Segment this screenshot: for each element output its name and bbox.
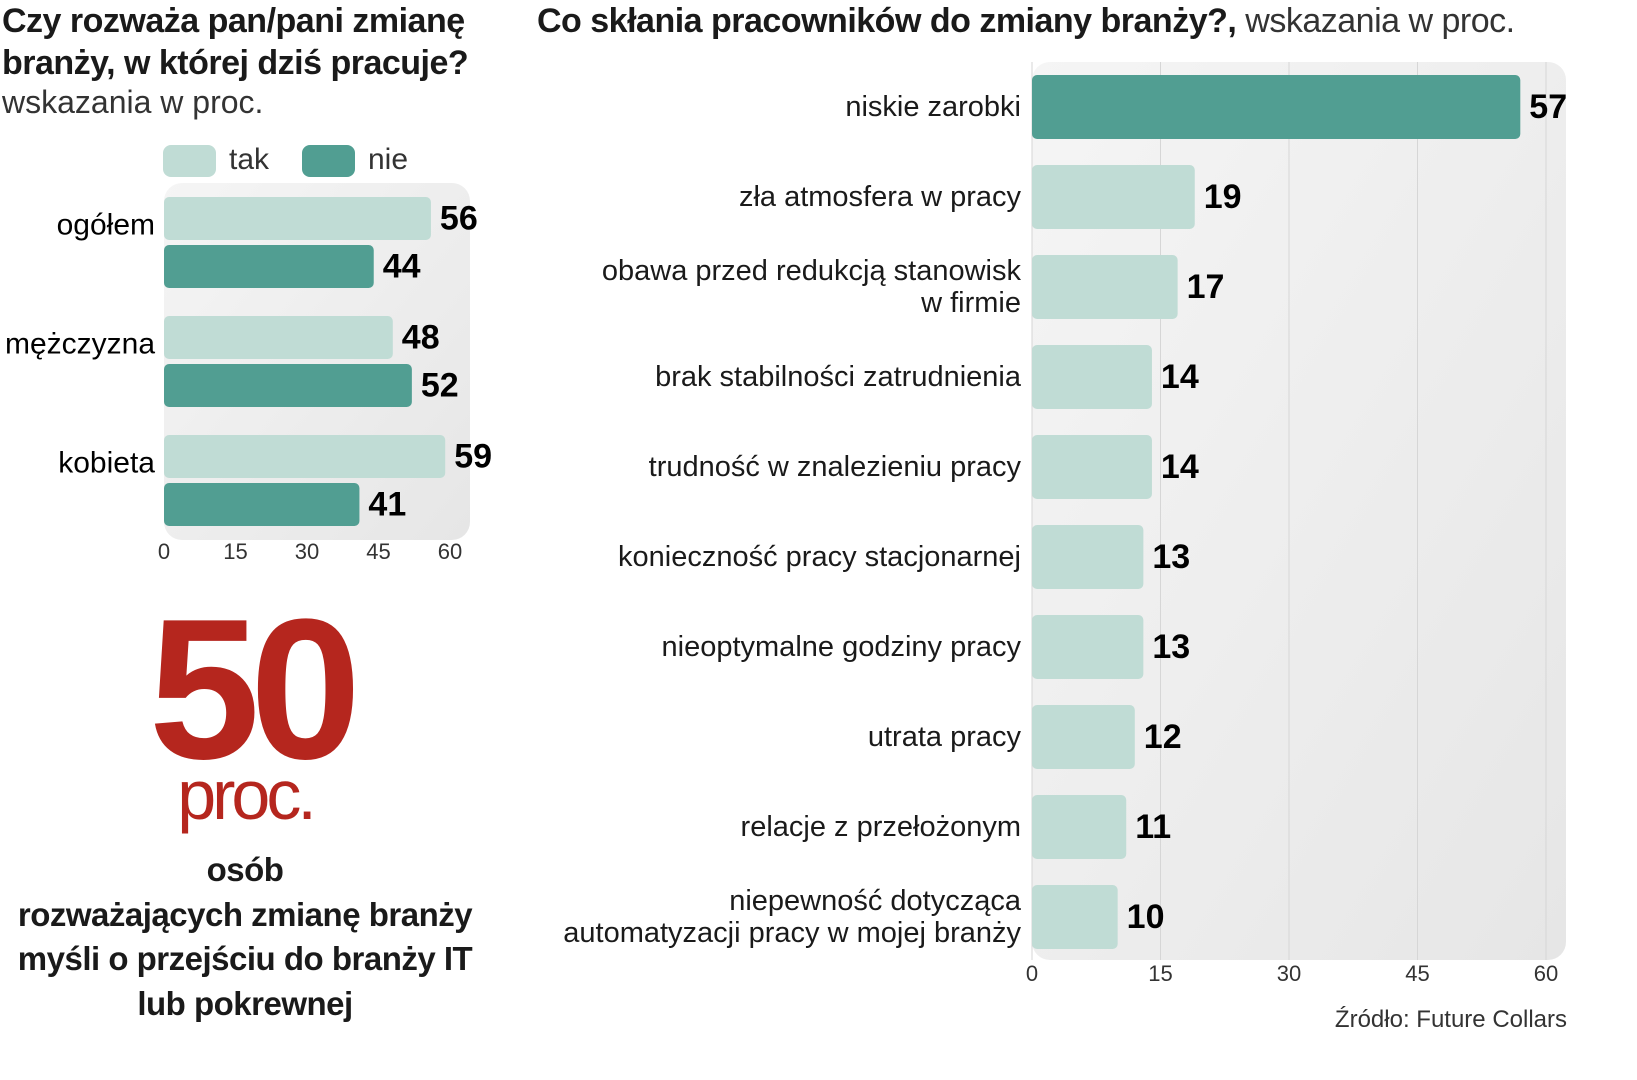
bar [164, 435, 446, 478]
legend-label: nie [368, 143, 408, 176]
category-label: nieoptymalne godziny pracy [661, 631, 1021, 663]
value-label: 11 [1135, 808, 1171, 846]
value-label: 48 [402, 318, 440, 356]
value-label: 14 [1161, 448, 1199, 486]
callout-value: 50 [148, 578, 361, 801]
category-label: trudność w znalezieniu pracy [648, 451, 1021, 483]
value-label: 10 [1127, 898, 1165, 936]
bar [164, 245, 374, 288]
category-label: zła atmosfera w pracy [738, 181, 1021, 213]
category-label: relacje z przełożonym [740, 811, 1021, 843]
value-label: 14 [1161, 358, 1199, 396]
bar [1032, 255, 1178, 319]
bar [1032, 795, 1127, 859]
chart-title: Co skłania pracowników do zmiany branży?… [537, 2, 1237, 40]
x-tick-label: 60 [1534, 961, 1558, 986]
legend-label: tak [229, 143, 270, 176]
bar [164, 316, 393, 359]
bar [1032, 615, 1144, 679]
source: Źródło: Future Collars [1334, 1006, 1567, 1033]
category-label: konieczność pracy stacjonarnej [618, 541, 1021, 573]
value-label: 52 [421, 366, 459, 404]
x-tick-label: 60 [438, 539, 462, 564]
value-label: 19 [1204, 178, 1242, 216]
legend-swatch [163, 145, 216, 177]
bar [164, 483, 360, 526]
chart-subtitle: wskazania w proc. [2, 84, 264, 120]
bar [1032, 75, 1521, 139]
category-label: kobieta [58, 446, 155, 479]
x-tick-label: 15 [1148, 961, 1172, 986]
bar [1032, 885, 1118, 949]
category-label: obawa przed redukcją stanowisk w firmie [601, 255, 1021, 319]
value-label: 13 [1152, 538, 1190, 576]
category-label: brak stabilności zatrudnienia [655, 361, 1021, 393]
bar [1032, 345, 1152, 409]
callout-unit: proc. [177, 756, 317, 834]
chart-heading: Co skłania pracowników do zmiany branży?… [537, 2, 1515, 41]
x-tick-label: 45 [366, 539, 390, 564]
value-label: 56 [440, 199, 478, 237]
value-label: 57 [1529, 88, 1567, 126]
value-label: 59 [454, 437, 492, 475]
x-tick-label: 30 [295, 539, 319, 564]
bar [1032, 525, 1144, 589]
bar [1032, 705, 1135, 769]
category-label: mężczyzna [5, 327, 155, 360]
value-label: 13 [1152, 628, 1190, 666]
x-tick-label: 30 [1277, 961, 1301, 986]
value-label: 44 [383, 247, 421, 285]
category-label: ogółem [57, 208, 155, 241]
category-label: niskie zarobki [845, 91, 1021, 123]
bar [1032, 165, 1195, 229]
category-label: utrata pracy [867, 721, 1021, 753]
x-tick-label: 45 [1405, 961, 1429, 986]
legend-swatch [302, 145, 355, 177]
x-tick-label: 0 [158, 539, 170, 564]
callout-text: osób rozważających zmianę branży myśli o… [17, 851, 473, 1022]
spacer [1236, 2, 1245, 40]
x-tick-label: 0 [1026, 961, 1038, 986]
bar [1032, 435, 1152, 499]
x-tick-label: 15 [223, 539, 247, 564]
chart-subtitle: wskazania w proc. [1245, 2, 1515, 40]
value-label: 17 [1187, 268, 1225, 306]
chart-title: Czy rozważa pan/pani zmianę branży, w kt… [2, 2, 469, 82]
value-label: 41 [368, 485, 406, 523]
bar [164, 364, 412, 407]
category-label: niepewność dotycząca automatyzacji pracy… [563, 885, 1021, 949]
value-label: 12 [1144, 718, 1182, 756]
bar [164, 197, 431, 240]
